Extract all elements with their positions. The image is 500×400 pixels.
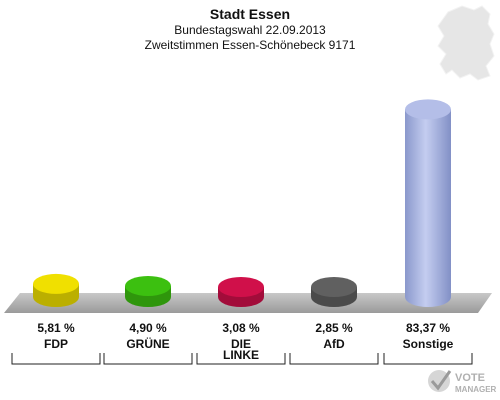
category-bracket-gruene <box>103 353 193 365</box>
category-bracket-fdp <box>11 353 101 365</box>
bar-gruene <box>125 275 171 307</box>
chart-title: Stadt Essen <box>210 6 290 22</box>
bar-top <box>218 277 264 297</box>
bar-top <box>125 275 171 296</box>
germany-map-icon <box>437 5 495 81</box>
value-label-gruene: 4,90 % <box>129 321 167 335</box>
value-label-sonstige: 83,37 % <box>406 321 450 335</box>
bar-top <box>405 99 451 120</box>
category-label-gruene: GRÜNE <box>126 336 169 351</box>
bar-die-linke <box>218 277 264 307</box>
category-label-die-linke-line-2: LINKE <box>223 348 259 362</box>
category-bracket-afd <box>289 353 379 365</box>
bar-body <box>405 109 451 307</box>
category-bracket-die-linke <box>196 353 286 365</box>
chart-subtitle-2: Zweitstimmen Essen-Schönebeck 9171 <box>145 38 356 52</box>
category-bracket-sonstige <box>383 353 473 365</box>
bar-sonstige <box>405 99 451 307</box>
chart-subtitle: Bundestagswahl 22.09.2013 <box>174 23 326 37</box>
category-label-sonstige: Sonstige <box>403 337 454 351</box>
bar-top <box>33 273 79 294</box>
logo-check-icon <box>430 370 452 391</box>
bar-top <box>311 277 357 297</box>
category-label-die-linke-line-1: DIE <box>231 337 251 351</box>
bars-group <box>33 99 451 307</box>
bar-fdp <box>33 273 79 307</box>
vote-manager-logo: VOTE MANAGER <box>428 370 497 394</box>
value-label-afd: 2,85 % <box>315 321 353 335</box>
logo-text-manager: MANAGER <box>455 385 497 394</box>
value-label-die-linke: 3,08 % <box>222 321 260 335</box>
category-label-afd: AfD <box>323 337 345 351</box>
value-label-fdp: 5,81 % <box>37 321 75 335</box>
bar-afd <box>311 277 357 307</box>
logo-badge-icon <box>428 370 450 392</box>
category-label-fdp: FDP <box>44 337 68 351</box>
logo-text-vote: VOTE <box>455 372 485 384</box>
